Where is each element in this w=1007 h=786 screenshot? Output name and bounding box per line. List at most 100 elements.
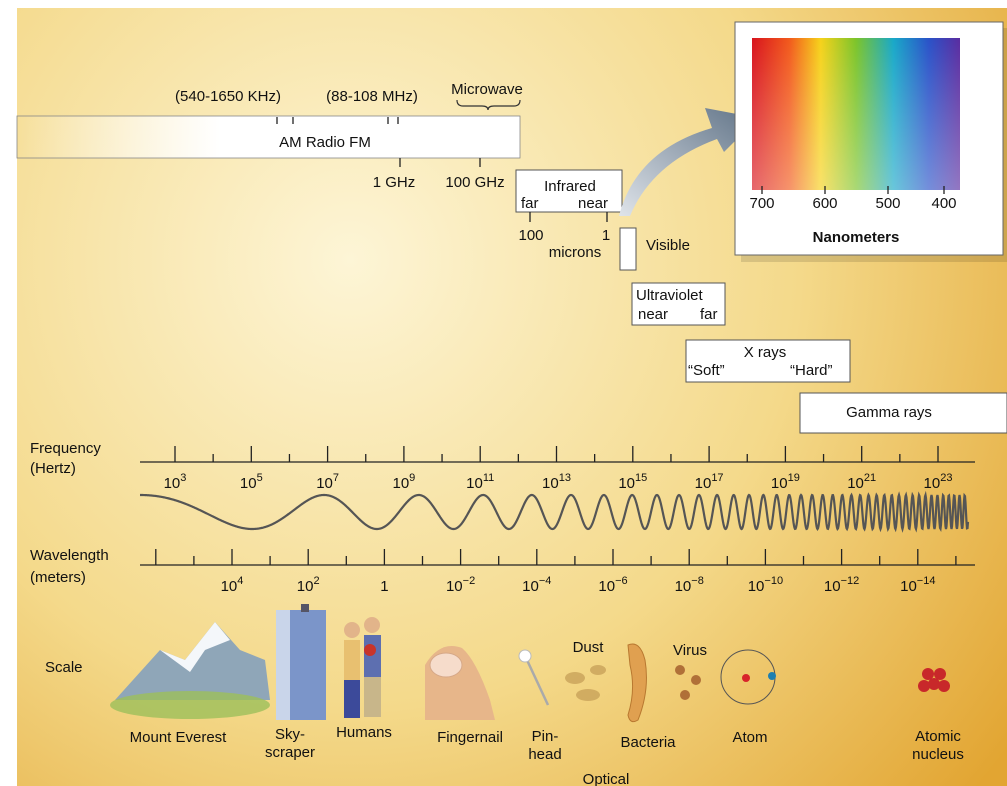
nm-axis: 700 600 500 400	[749, 186, 957, 212]
ultraviolet-box	[631, 282, 726, 326]
frequency-tick-label: 103	[164, 472, 187, 492]
nucleus	[918, 668, 950, 692]
frequency-tick-label: 1013	[542, 472, 571, 492]
radio-band	[16, 115, 521, 159]
scale-item-label: Mount Everest	[130, 729, 228, 746]
nm-tick-label: 500	[875, 195, 900, 212]
wavelength-tick-label: 1	[380, 578, 388, 595]
wavelength-tick-label: 10−2	[446, 575, 475, 595]
frequency-tick-label-base: 10	[164, 475, 181, 492]
frequency-tick-label: 1019	[771, 472, 800, 492]
nm-tick-label: 600	[812, 195, 837, 212]
frequency-tick-label-exp: 11	[483, 472, 494, 484]
frequency-tick-label-base: 10	[771, 475, 788, 492]
frequency-tick-label-base: 10	[392, 475, 409, 492]
infrared-near: near	[578, 195, 608, 212]
scale-item-label: scraper	[265, 744, 315, 761]
dust	[565, 665, 606, 701]
wavelength-tick-label-exp: −2	[463, 575, 476, 587]
frequency-tick-label-base: 10	[466, 475, 483, 492]
wavelength-tick-label: 10−10	[748, 575, 783, 595]
wave	[140, 490, 970, 533]
infrared-ticks	[529, 212, 608, 222]
scale-item-label: Fingernail	[437, 729, 503, 746]
frequency-tick-label-exp: 15	[635, 472, 647, 484]
infrared-far: far	[521, 195, 539, 212]
wavelength-tick-label-exp: −10	[764, 575, 783, 587]
scale-label: Scale	[45, 659, 83, 676]
wavelength-tick-label-base: 10	[748, 578, 765, 595]
gamma-box	[799, 392, 1007, 434]
visible-box	[619, 227, 637, 271]
microwave-label: Microwave	[451, 81, 523, 98]
pin	[518, 649, 550, 706]
wavelength-tick-label-base: 10	[297, 578, 314, 595]
frequency-tick-label-exp: 5	[257, 472, 263, 484]
bacteria	[627, 643, 647, 723]
frequency-tick-label: 107	[316, 472, 339, 492]
scale-item-label: Bacteria	[620, 734, 676, 751]
scale-item-label: Dust	[573, 639, 605, 656]
frequency-tick-label-base: 10	[316, 475, 333, 492]
frequency-tick-label-base: 10	[618, 475, 635, 492]
ultraviolet-far: far	[700, 306, 718, 323]
wavelength-label: (meters)	[30, 569, 86, 586]
scale-item-label: Atomic	[915, 728, 961, 745]
visible-label: Visible	[646, 237, 690, 254]
wavelength-tick-label-base: 1	[380, 578, 388, 595]
wavelength-tick-label-base: 10	[446, 578, 463, 595]
ghz-1: 1 GHz	[373, 174, 416, 191]
scale-item-label: Humans	[336, 724, 392, 741]
frequency-tick-label-base: 10	[695, 475, 712, 492]
scale-item-label: Optical	[583, 771, 630, 786]
wavelength-tick-label-base: 10	[598, 578, 615, 595]
scale-item-label: nucleus	[912, 746, 964, 763]
infrared-title: Infrared	[544, 178, 596, 195]
frequency-tick-label: 1011	[466, 472, 494, 492]
frequency-tick-label-exp: 3	[180, 472, 186, 484]
frequency-label: (Hertz)	[30, 460, 76, 477]
wavelength-tick-label-exp: −8	[691, 575, 704, 587]
nm-tick-label: 400	[931, 195, 956, 212]
frequency-tick-label-base: 10	[847, 475, 864, 492]
frequency-tick-label-exp: 23	[940, 472, 952, 484]
ultraviolet-near: near	[638, 306, 668, 323]
scale-labels: Mount Everest Sky-scraper Humans Fingernail…	[130, 639, 964, 786]
xrays-box	[685, 339, 851, 383]
fingernail	[425, 646, 495, 720]
frequency-tick-label: 1021	[847, 472, 876, 492]
nm-tick-label: 700	[749, 195, 774, 212]
wavelength-tick-label: 10−6	[598, 575, 627, 595]
wavelength-label: Wavelength	[30, 547, 109, 564]
infrared-tick-right: 1	[602, 227, 610, 244]
virus	[675, 665, 701, 700]
radio-label: AM Radio FM	[279, 134, 371, 151]
spectrum-unit: Nanometers	[813, 229, 900, 246]
wavelength-tick-label-exp: −4	[539, 575, 552, 587]
frequency-tick-label-exp: 13	[559, 472, 571, 484]
ultraviolet-title: Ultraviolet	[636, 287, 704, 304]
frequency-tick-label-base: 10	[924, 475, 941, 492]
frequency-tick-label-exp: 17	[711, 472, 723, 484]
wavelength-tick-label-exp: −6	[615, 575, 628, 587]
radio-ticks	[276, 117, 481, 167]
frequency-tick-label-exp: 21	[864, 472, 876, 484]
fm-range: (88-108 MHz)	[326, 88, 418, 105]
infrared-unit: microns	[549, 244, 602, 261]
frequency-tick-label-exp: 7	[333, 472, 339, 484]
xrays-soft: “Soft”	[688, 362, 725, 379]
wavelength-tick-label-base: 10	[900, 578, 917, 595]
infrared-tick-left: 100	[518, 227, 543, 244]
humans	[344, 617, 381, 718]
wavelength-tick-label-base: 10	[675, 578, 692, 595]
frequency-tick-label-base: 10	[542, 475, 559, 492]
wavelength-tick-label-exp: −12	[841, 575, 860, 587]
frequency-tick-label: 1017	[695, 472, 724, 492]
wavelength-tick-label: 102	[297, 575, 320, 595]
frequency-tick-label: 1015	[618, 472, 647, 492]
frequency-tick-label-exp: 19	[788, 472, 800, 484]
frequency-tick-label-exp: 9	[409, 472, 415, 484]
skyscraper	[276, 604, 326, 720]
